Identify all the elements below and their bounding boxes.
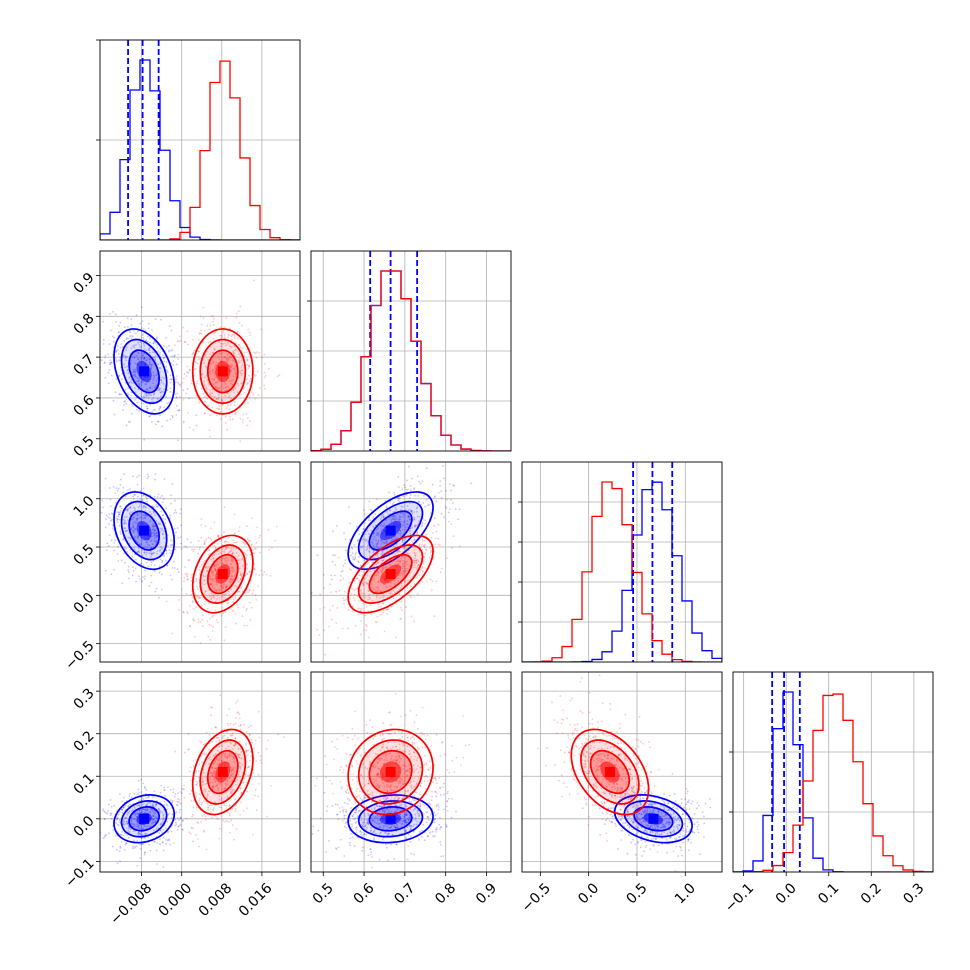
density-peak-blue: [139, 813, 150, 824]
y-tick-label: 0.6: [71, 392, 98, 419]
x-tick-label: 0.016: [236, 880, 276, 920]
contour-red: [191, 534, 254, 614]
x-tick-label: 0.8: [432, 880, 459, 907]
density-peak-blue: [385, 813, 396, 824]
y-tick-label: 0.0: [71, 590, 98, 617]
x-tick-label: −0.5: [519, 880, 554, 915]
scatter-panel-0-1: [99, 250, 301, 452]
contour-red: [347, 728, 434, 816]
contour-red: [191, 728, 254, 816]
density-peak-blue: [385, 525, 396, 536]
scatter-panel-1-2: [310, 461, 512, 663]
x-tick-label: 0.1: [815, 880, 842, 907]
panel-frame: [521, 671, 723, 873]
y-tick-label: 0.9: [71, 270, 98, 297]
density-peak-red: [385, 569, 396, 580]
panel-frame: [310, 250, 512, 452]
panel-frame: [310, 461, 512, 663]
x-tick-label: 0.2: [858, 880, 885, 907]
density-peak-red: [217, 569, 228, 580]
density-peak-red: [217, 767, 228, 777]
x-tick-label: 0.008: [196, 880, 236, 920]
x-tick-label: 0.5: [624, 880, 651, 907]
diag-panel-2: [518, 461, 723, 663]
histogram-red: [311, 270, 511, 451]
density-peak-red: [604, 767, 615, 777]
y-tick-label: −0.5: [62, 638, 97, 673]
panel-frame: [521, 461, 723, 663]
x-tick-label: 0.9: [473, 880, 500, 907]
x-tick-label: 0.6: [351, 880, 378, 907]
contour-red: [347, 534, 434, 614]
y-tick-label: −0.1: [62, 856, 97, 891]
y-tick-label: 0.2: [71, 728, 98, 755]
density-peak-blue: [139, 525, 150, 536]
density-peak-blue: [648, 813, 659, 824]
x-tick-label: 0.3: [900, 880, 927, 907]
contour-blue: [613, 794, 693, 844]
density-peak-red: [217, 366, 228, 377]
contour-blue: [347, 491, 434, 571]
histogram-blue: [100, 59, 300, 240]
scatter-panel-0-2: [99, 461, 301, 663]
panel-frame: [99, 39, 301, 241]
density-peak-red: [385, 767, 396, 777]
histogram-red: [522, 481, 722, 662]
x-tick-label: 0.000: [156, 880, 196, 920]
density-peak-blue: [139, 366, 150, 377]
histogram-red: [733, 693, 933, 872]
contour-blue: [113, 491, 176, 571]
y-tick-label: 0.7: [71, 351, 98, 378]
diag-panel-1: [307, 250, 512, 452]
contour-red: [191, 328, 254, 415]
histogram-blue: [733, 691, 933, 872]
diag-panel-3: [729, 671, 934, 873]
scatter-panel-0-3: [99, 671, 301, 873]
x-tick-label: −0.1: [722, 880, 757, 915]
y-tick-label: 0.3: [71, 685, 98, 712]
contour-red: [570, 728, 650, 816]
histogram-blue: [311, 270, 511, 451]
x-tick-label: 0.0: [773, 880, 800, 907]
contour-blue: [113, 328, 176, 415]
x-tick-label: −0.008: [107, 880, 155, 928]
panel-frame: [310, 671, 512, 873]
y-tick-label: 1.0: [71, 493, 98, 520]
scatter-panel-1-3: [310, 671, 512, 873]
panel-frame: [732, 671, 934, 873]
panel-frame: [99, 671, 301, 873]
contour-blue: [347, 794, 434, 844]
y-tick-label: 0.1: [71, 771, 98, 798]
y-tick-label: 0.0: [71, 813, 98, 840]
panel-frame: [99, 250, 301, 452]
x-tick-label: 1.0: [672, 880, 699, 907]
y-tick-label: 0.5: [71, 433, 98, 460]
x-tick-label: 0.0: [575, 880, 602, 907]
y-tick-label: 0.5: [71, 541, 98, 568]
scatter-panel-2-3: [521, 671, 723, 873]
panel-frame: [99, 461, 301, 663]
x-tick-label: 0.7: [391, 880, 418, 907]
diag-panel-0: [96, 39, 301, 241]
y-tick-label: 0.8: [71, 311, 98, 338]
contour-blue: [113, 794, 176, 844]
x-tick-label: 0.5: [310, 880, 337, 907]
